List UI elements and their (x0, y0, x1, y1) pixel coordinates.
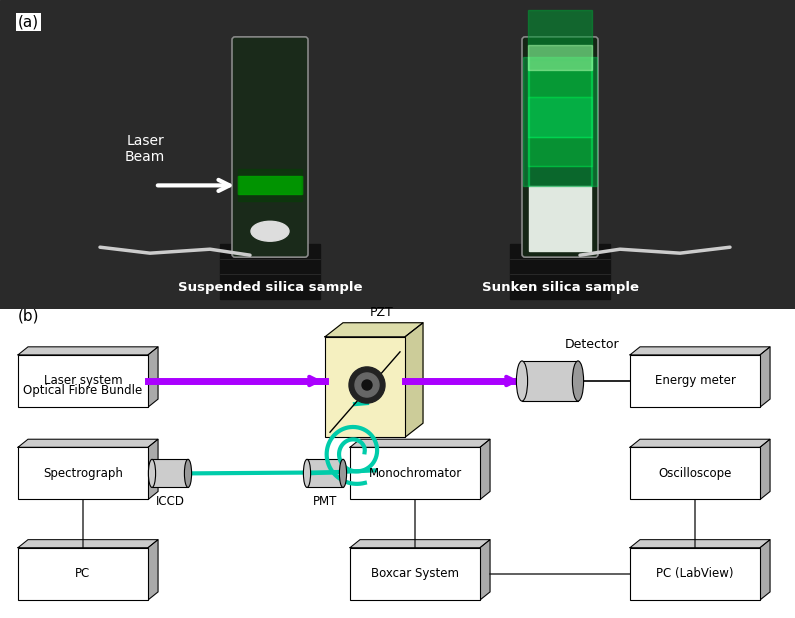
Text: Boxcar System: Boxcar System (371, 567, 459, 580)
Bar (522, 361, 578, 401)
Bar (591, 57, 597, 187)
Text: PMT: PMT (312, 496, 337, 509)
Ellipse shape (149, 459, 156, 488)
Polygon shape (148, 347, 158, 407)
Circle shape (355, 373, 379, 397)
Polygon shape (148, 439, 158, 499)
Bar (18, 355, 148, 407)
Bar (350, 548, 480, 600)
Bar (528, 10, 592, 60)
Polygon shape (630, 347, 770, 355)
Text: PZT: PZT (370, 306, 394, 319)
Polygon shape (630, 439, 770, 447)
Text: Oscilloscope: Oscilloscope (658, 467, 731, 480)
Ellipse shape (572, 361, 584, 401)
Circle shape (362, 380, 372, 390)
Ellipse shape (517, 361, 528, 401)
Bar (18, 447, 148, 499)
Bar (528, 96, 592, 137)
Text: Laser
Beam: Laser Beam (125, 134, 165, 164)
Text: Suspended silica sample: Suspended silica sample (178, 281, 363, 294)
Bar (350, 447, 480, 499)
Bar (152, 459, 188, 488)
FancyBboxPatch shape (522, 37, 598, 257)
Ellipse shape (304, 459, 311, 488)
Text: Optical Fibre Bundle: Optical Fibre Bundle (23, 384, 142, 397)
Polygon shape (405, 323, 423, 438)
Text: (a): (a) (18, 15, 39, 30)
Text: ICCD: ICCD (156, 496, 184, 509)
Text: Detector: Detector (565, 338, 619, 351)
Bar (528, 45, 592, 70)
Bar (630, 548, 760, 600)
Polygon shape (480, 439, 490, 499)
Polygon shape (480, 540, 490, 600)
FancyBboxPatch shape (232, 37, 308, 257)
Text: Monochromator: Monochromator (368, 467, 462, 480)
Bar (528, 137, 592, 166)
Text: PC (LabView): PC (LabView) (656, 567, 734, 580)
Bar (630, 447, 760, 499)
Text: (b): (b) (18, 308, 40, 324)
Text: Spectrograph: Spectrograph (43, 467, 123, 480)
Polygon shape (325, 323, 423, 337)
Bar (529, 187, 591, 251)
Polygon shape (760, 439, 770, 499)
Bar (528, 166, 592, 187)
Ellipse shape (251, 221, 289, 241)
Polygon shape (18, 540, 158, 548)
Polygon shape (630, 540, 770, 548)
Bar (307, 459, 343, 488)
Text: PC: PC (76, 567, 91, 580)
Bar (630, 355, 760, 407)
Polygon shape (148, 540, 158, 600)
Bar (18, 548, 148, 600)
Polygon shape (350, 540, 490, 548)
Polygon shape (760, 540, 770, 600)
Polygon shape (18, 439, 158, 447)
Text: Energy meter: Energy meter (654, 375, 735, 387)
Ellipse shape (339, 459, 347, 488)
Bar (238, 176, 302, 195)
Ellipse shape (184, 459, 192, 488)
Polygon shape (18, 347, 158, 355)
Polygon shape (760, 347, 770, 407)
Bar (325, 337, 405, 438)
Bar (220, 244, 320, 299)
Circle shape (349, 367, 385, 403)
Text: Laser system: Laser system (44, 375, 122, 387)
Text: Sunken silica sample: Sunken silica sample (482, 281, 638, 294)
Bar (528, 57, 592, 96)
Bar (510, 244, 610, 299)
Bar (238, 169, 302, 201)
Bar (523, 57, 529, 187)
Polygon shape (350, 439, 490, 447)
